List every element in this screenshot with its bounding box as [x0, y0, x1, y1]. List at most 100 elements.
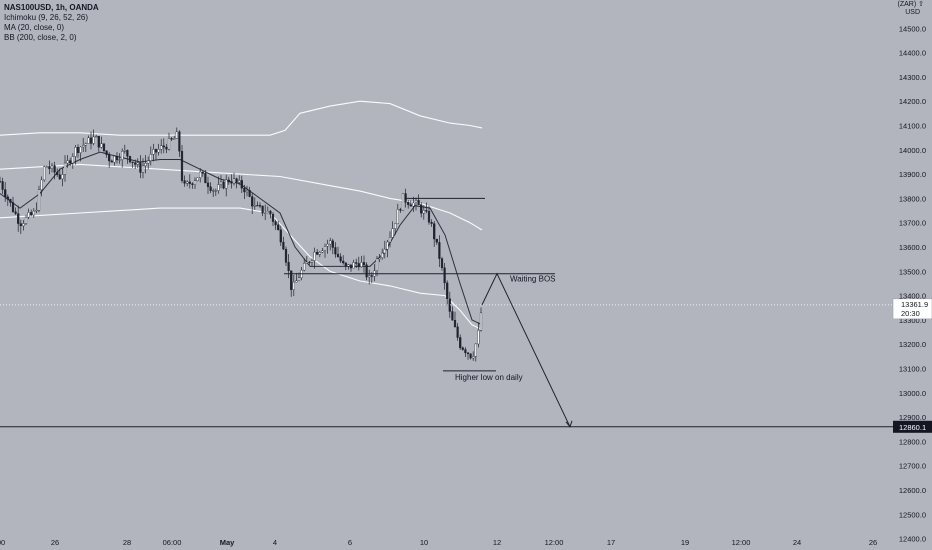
candle-body — [388, 237, 392, 243]
candle-body — [274, 221, 277, 226]
candle-body — [394, 223, 397, 229]
projection-path — [481, 272, 571, 428]
price-tick-label: 13700.0 — [899, 219, 926, 228]
candle-body — [412, 202, 415, 207]
candle-body — [14, 211, 17, 214]
candle-body — [69, 160, 72, 164]
time-tick-label: 24 — [793, 538, 801, 547]
candle-body — [282, 241, 285, 250]
annotation-label: Waiting BOS — [510, 275, 556, 284]
candle-body — [131, 161, 134, 163]
candle-body — [141, 165, 145, 173]
candle-body — [89, 137, 93, 144]
price-axis[interactable]: 14500.0 14400.0 14300.0 14200.0 14100.0 14000… — [892, 24, 932, 550]
price-tick-label: 14000.0 — [899, 146, 926, 155]
candle-body — [4, 189, 7, 198]
series-line-3 — [0, 207, 483, 331]
time-tick-label: 12 — [493, 538, 501, 547]
candle-body — [157, 149, 160, 153]
time-tick-label: 12:00 — [545, 538, 564, 547]
candle-body — [469, 353, 472, 359]
candle-body — [87, 137, 90, 144]
candle-body — [269, 210, 272, 215]
countdown-label: 20:30 — [901, 309, 920, 318]
time-tick-label: 28 — [123, 538, 131, 547]
candle-body — [22, 223, 25, 227]
current-price-label: 13361.9 — [901, 300, 928, 309]
candle-body — [479, 312, 483, 331]
candle-body — [188, 181, 191, 184]
price-tick-label: 13600.0 — [899, 243, 926, 252]
indicator-ichimoku[interactable]: Ichimoku (9, 26, 52, 26) — [4, 13, 89, 22]
candle-body — [297, 277, 301, 281]
price-tick-label: 12400.0 — [899, 535, 926, 544]
candle-body — [440, 258, 444, 268]
currency-label[interactable]: USD — [905, 9, 920, 16]
price-tick-label: 13500.0 — [899, 267, 926, 276]
candle-body — [303, 263, 306, 271]
candle-body — [27, 212, 30, 218]
series-line-0 — [0, 151, 483, 326]
indicator-bb[interactable]: BB (200, close, 2, 0) — [4, 33, 77, 42]
time-tick-label: :00 — [0, 538, 5, 547]
candle-body — [331, 240, 334, 248]
candle-body — [175, 131, 178, 139]
candle-body — [446, 282, 449, 299]
candle-body — [323, 246, 327, 252]
candle-body — [368, 275, 371, 278]
annotation-label: Higher low on daily — [455, 373, 523, 382]
candle-body — [0, 181, 2, 183]
indicator-ma[interactable]: MA (20, close, 0) — [4, 23, 65, 32]
candle-body — [170, 138, 173, 140]
price-tick-label: 13100.0 — [899, 365, 926, 374]
candle-body — [95, 135, 98, 138]
candle-body — [152, 149, 155, 155]
candle-body — [438, 242, 441, 259]
currency-top[interactable]: (ZAR) ⇧ — [897, 1, 924, 8]
candle-body — [342, 260, 345, 264]
price-tick-label: 12900.0 — [899, 413, 926, 422]
candle-body — [339, 256, 342, 262]
candle-body — [45, 166, 48, 168]
candle-body — [1, 181, 4, 190]
candle-body — [290, 270, 293, 290]
candle-body — [287, 262, 290, 271]
candle-body — [30, 212, 33, 216]
candle-body — [123, 150, 126, 152]
candle-body — [232, 178, 236, 184]
price-tick-label: 14100.0 — [899, 122, 926, 131]
candle-body — [201, 171, 204, 174]
candle-body — [464, 349, 467, 354]
candle-body — [206, 182, 210, 187]
symbol-title[interactable]: NAS100USD, 1h, OANDA — [4, 3, 99, 12]
time-tick-label: 06:00 — [163, 538, 182, 547]
candle-body — [183, 180, 186, 184]
candle-body — [144, 163, 147, 167]
candle-body — [409, 204, 412, 207]
time-axis[interactable]: :00 26 28 06:00 May 4 6 10 12 12:00 17 19 12:00 24 26 — [0, 538, 877, 547]
price-tick-label: 14200.0 — [899, 97, 926, 106]
time-tick-label: 6 — [348, 538, 352, 547]
candle-body — [362, 262, 366, 266]
bollinger-bands — [0, 100, 483, 331]
candle-body — [37, 189, 41, 211]
candle-body — [147, 160, 150, 164]
candle-body — [474, 343, 477, 357]
candle-body — [56, 171, 59, 175]
candle-body — [310, 260, 314, 263]
candle-body — [108, 154, 111, 162]
series-line-1 — [0, 100, 483, 136]
price-tick-label: 13000.0 — [899, 389, 926, 398]
candle-body — [19, 223, 22, 227]
candle-body — [422, 210, 425, 214]
candle-body — [110, 160, 113, 163]
price-tick-label: 13200.0 — [899, 340, 926, 349]
candle-body — [430, 222, 433, 224]
price-tick-label: 12500.0 — [899, 510, 926, 519]
candle-body — [472, 356, 475, 359]
candle-body — [318, 252, 321, 255]
candle-body — [121, 151, 124, 160]
candle-body — [435, 238, 438, 243]
